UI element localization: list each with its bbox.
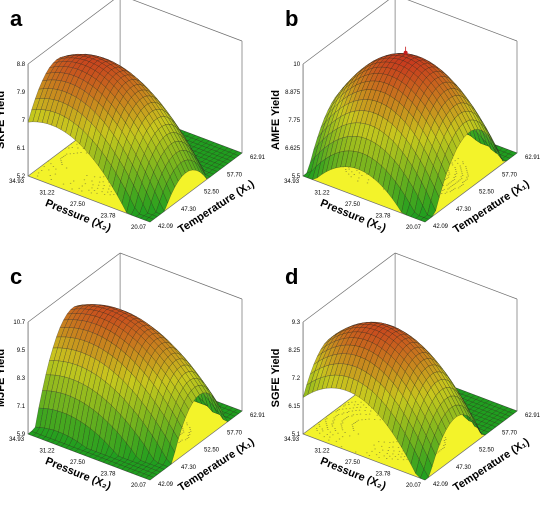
surface-facet [145, 217, 154, 223]
z-tick-label: 6.1 [17, 146, 26, 152]
x-tick-label: 47.30 [181, 465, 197, 471]
z-tick-label: 10 [293, 62, 300, 68]
box-top-edge [27, 252, 121, 323]
z-axis-title: SGFE Yield [270, 349, 282, 408]
y-tick-label: 31.22 [40, 191, 56, 197]
response-surface [27, 54, 243, 223]
surface-facet [420, 217, 429, 223]
z-tick-label: 5.2 [17, 174, 26, 180]
y-tick-label: 31.22 [40, 449, 56, 455]
box-top-edge [407, 0, 518, 42]
x-tick-label: 57.70 [502, 430, 518, 436]
y-tick-label: 34.93 [284, 437, 300, 443]
panel-a: 5.2 6.1 7 7.9 8.8 42.09 47.30 52.50 57.70 62.91 20… [0, 0, 266, 236]
y-tick-label: 27.50 [70, 460, 86, 466]
x-tick-label: 57.70 [502, 172, 518, 178]
x-tick-label: 52.50 [479, 190, 495, 196]
z-axis-title: AMFE Yield [270, 90, 282, 150]
x-tick-label: 42.09 [158, 482, 174, 488]
z-tick-label: 5.1 [292, 432, 301, 438]
y-tick-label: 23.78 [101, 472, 117, 478]
x-tick-label: 62.91 [525, 155, 541, 161]
y-tick-label: 34.93 [9, 179, 25, 185]
z-tick-label: 8.3 [17, 376, 26, 382]
x-tick-label: 47.30 [456, 207, 472, 213]
y-tick-label: 27.50 [70, 202, 86, 208]
x-tick-label: 62.91 [525, 413, 541, 419]
y-tick-label: 20.07 [406, 225, 422, 231]
x-tick-label: 42.09 [158, 224, 174, 230]
y-tick-label: 31.22 [315, 449, 331, 455]
x-tick-label: 47.30 [181, 207, 197, 213]
panel-letter: d [285, 264, 298, 289]
x-tick-label: 52.50 [204, 448, 220, 454]
z-tick-label: 8.25 [288, 348, 300, 354]
y-tick-label: 20.07 [131, 225, 147, 231]
z-tick-label: 7.1 [17, 404, 26, 410]
z-axis-title: MJFE Yield [0, 349, 7, 407]
x-tick-label: 57.70 [227, 172, 243, 178]
panel-letter: b [285, 6, 298, 31]
z-tick-label: 8.8 [17, 62, 26, 68]
surface-facet [145, 475, 154, 481]
y-tick-label: 27.50 [345, 460, 361, 466]
box-top-edge [302, 252, 396, 323]
y-tick-label: 31.22 [315, 191, 331, 197]
z-tick-label: 7 [22, 118, 26, 124]
panel-d: 5.1 6.15 7.2 8.25 9.3 42.09 47.30 52.50 57.70 62.… [270, 252, 541, 494]
y-tick-label: 23.78 [376, 472, 392, 478]
y-tick-label: 23.78 [101, 214, 117, 220]
y-tick-label: 20.07 [406, 483, 422, 489]
box-top-edge [27, 0, 115, 65]
y-tick-label: 27.50 [345, 202, 361, 208]
y-tick-label: 34.93 [284, 179, 300, 185]
x-tick-label: 47.30 [456, 465, 472, 471]
box-top-edge [119, 252, 243, 300]
surface-facet [420, 468, 429, 481]
y-tick-label: 20.07 [131, 483, 147, 489]
z-tick-label: 7.75 [288, 118, 300, 124]
x-tick-label: 62.91 [250, 155, 266, 161]
box-top-edge [132, 0, 243, 42]
z-tick-label: 5.9 [17, 432, 26, 438]
panel-letter: a [10, 6, 23, 31]
z-tick-label: 5.5 [292, 174, 301, 180]
x-tick-label: 52.50 [204, 190, 220, 196]
response-surface [302, 53, 518, 223]
x-tick-label: 52.50 [479, 448, 495, 454]
z-tick-label: 7.9 [17, 90, 26, 96]
box-top-edge [302, 0, 390, 65]
x-tick-label: 42.09 [433, 224, 449, 230]
panel-letter: c [10, 264, 22, 289]
x-tick-label: 57.70 [227, 430, 243, 436]
z-tick-label: 9.5 [17, 348, 26, 354]
z-tick-label: 6.625 [285, 146, 301, 152]
y-tick-label: 34.93 [9, 437, 25, 443]
response-surface [27, 304, 243, 481]
panel-b: 5.5 6.625 7.75 8.875 10 42.09 47.30 52.50 57.70 6… [270, 0, 541, 236]
y-tick-label: 23.78 [376, 214, 392, 220]
response-surface [302, 321, 518, 481]
z-tick-label: 9.3 [292, 320, 301, 326]
box-top-edge [394, 252, 518, 300]
z-tick-label: 10.7 [13, 320, 25, 326]
panel-c: 5.9 7.1 8.3 9.5 10.7 42.09 47.30 52.50 57.70 62.9… [0, 252, 266, 494]
z-tick-label: 7.2 [292, 376, 301, 382]
z-tick-label: 6.15 [288, 404, 300, 410]
x-tick-label: 62.91 [250, 413, 266, 419]
z-axis-title: SKFE Yield [0, 91, 7, 149]
x-tick-label: 42.09 [433, 482, 449, 488]
z-tick-label: 8.875 [285, 90, 301, 96]
